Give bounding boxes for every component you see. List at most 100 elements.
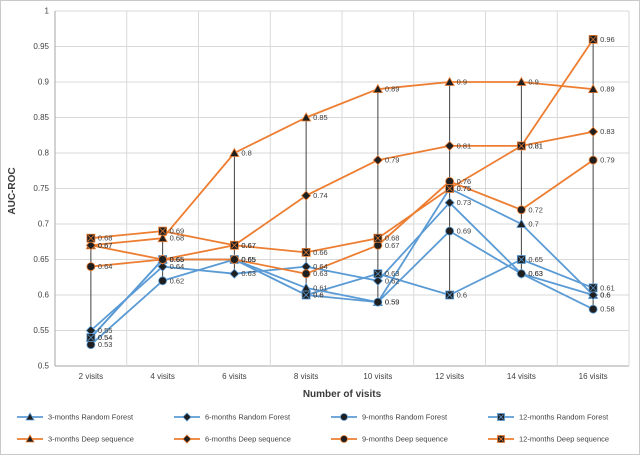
legend-item-9-months-deep-sequence: 9-months Deep sequence bbox=[331, 435, 448, 444]
data-label: 0.6 bbox=[313, 291, 323, 300]
triangle-marker bbox=[587, 83, 599, 93]
data-label: 0.65 bbox=[241, 255, 256, 264]
data-label: 0.67 bbox=[98, 241, 113, 250]
data-label: 0.65 bbox=[170, 255, 185, 264]
data-label: 0.75 bbox=[457, 184, 472, 193]
data-label: 0.66 bbox=[313, 248, 328, 257]
legend-label: 3-months Random Forest bbox=[48, 413, 134, 422]
y-tick-label: 0.9 bbox=[38, 78, 50, 87]
y-axis-title: AUC-ROC bbox=[7, 167, 18, 214]
series-6-months-deep-sequence bbox=[90, 130, 594, 261]
legend-label: 6-months Random Forest bbox=[205, 413, 291, 422]
data-label: 0.89 bbox=[600, 85, 615, 94]
diamond-marker bbox=[372, 275, 383, 286]
circle-marker bbox=[445, 226, 455, 236]
circle-marker bbox=[340, 413, 348, 421]
data-label: 0.65 bbox=[241, 255, 256, 264]
x-tick-label: 16 visits bbox=[579, 372, 608, 381]
triangle-marker bbox=[229, 147, 240, 157]
data-label: 0.64 bbox=[98, 262, 113, 271]
data-label: 0.7 bbox=[528, 220, 538, 229]
data-label: 0.53 bbox=[98, 340, 113, 349]
data-label: 0.89 bbox=[385, 85, 400, 94]
diamond-marker bbox=[85, 240, 96, 251]
series-9-months-deep-sequence bbox=[90, 159, 594, 275]
series-6-months-random-forest bbox=[90, 201, 594, 332]
diamond-marker bbox=[588, 126, 599, 137]
data-label: 0.96 bbox=[600, 35, 615, 44]
diamond-marker bbox=[444, 140, 455, 151]
data-label: 0.67 bbox=[241, 241, 256, 250]
circle-marker bbox=[516, 269, 526, 279]
data-label: 0.63 bbox=[241, 269, 256, 278]
triangle-marker bbox=[25, 412, 35, 421]
circle-marker bbox=[516, 205, 526, 215]
x-tick-label: 8 visits bbox=[294, 372, 318, 381]
legend-item-6-months-deep-sequence: 6-months Deep sequence bbox=[174, 434, 291, 444]
x-tick-label: 10 visits bbox=[363, 372, 392, 381]
data-label: 0.79 bbox=[385, 156, 400, 165]
series-9-months-random-forest bbox=[90, 230, 594, 346]
legend-label: 6-months Deep sequence bbox=[205, 435, 291, 444]
data-label: 0.68 bbox=[385, 234, 400, 243]
y-tick-label: 1 bbox=[45, 7, 50, 16]
circle-marker bbox=[301, 269, 311, 279]
data-label: 0.54 bbox=[98, 333, 113, 342]
legend: 3-months Random Forest 6-months Random Fo… bbox=[17, 412, 609, 444]
data-label: 0.83 bbox=[600, 127, 615, 136]
y-tick-label: 0.95 bbox=[33, 42, 49, 51]
markers-12-months-deep-sequence bbox=[86, 35, 598, 257]
triangle-marker bbox=[300, 112, 312, 122]
legend-label: 9-months Random Forest bbox=[362, 413, 448, 422]
data-label: 0.9 bbox=[457, 78, 467, 87]
legend-item-12-months-deep-sequence: 12-months Deep sequence bbox=[488, 435, 609, 444]
circle-marker bbox=[340, 435, 348, 443]
data-label: 0.63 bbox=[385, 269, 400, 278]
circle-marker bbox=[229, 255, 239, 264]
legend-label: 9-months Deep sequence bbox=[362, 435, 448, 444]
legend-item-9-months-random-forest: 9-months Random Forest bbox=[331, 413, 448, 422]
data-label: 0.81 bbox=[528, 141, 543, 150]
data-label: 0.81 bbox=[528, 141, 543, 150]
data-label: 0.62 bbox=[385, 276, 400, 285]
data-label: 0.81 bbox=[457, 141, 472, 150]
triangle-marker bbox=[372, 83, 384, 93]
diamond-marker bbox=[229, 268, 240, 279]
diamond-marker bbox=[182, 434, 192, 444]
data-label: 0.6 bbox=[313, 291, 323, 300]
plot-area: 1 0.95 0.9 0.85 0.8 0.75 0.7 0.65 0.6 0.55 0.5 2 vi… bbox=[33, 7, 630, 382]
data-label: 0.67 bbox=[98, 241, 113, 250]
circle-marker bbox=[588, 304, 598, 314]
data-label: 0.55 bbox=[98, 326, 113, 335]
diamond-marker bbox=[157, 261, 168, 272]
x-axis-title: Number of visits bbox=[303, 389, 382, 400]
data-label: 0.61 bbox=[600, 283, 615, 292]
data-label: 0.9 bbox=[528, 78, 538, 87]
data-label: 0.69 bbox=[457, 227, 472, 236]
series-12-months-deep-sequence bbox=[90, 38, 594, 254]
y-tick-label: 0.75 bbox=[33, 184, 49, 193]
circle-marker bbox=[588, 155, 598, 165]
gridlines bbox=[54, 10, 630, 367]
axis-tick-labels: 1 0.95 0.9 0.85 0.8 0.75 0.7 0.65 0.6 0.55 0.5 2 vi… bbox=[33, 7, 607, 382]
circle-marker bbox=[373, 297, 383, 307]
x-tick-label: 6 visits bbox=[222, 372, 246, 381]
data-label: 0.85 bbox=[313, 113, 328, 122]
data-label: 0.64 bbox=[170, 262, 185, 271]
x-tick-label: 14 visits bbox=[507, 372, 536, 381]
markers-9-months-deep-sequence bbox=[86, 155, 598, 279]
data-label: 0.69 bbox=[170, 227, 185, 236]
data-label: 0.63 bbox=[528, 269, 543, 278]
data-label: 0.74 bbox=[313, 191, 328, 200]
legend-item-6-months-random-forest: 6-months Random Forest bbox=[174, 412, 291, 422]
legend-label: 12-months Random Forest bbox=[519, 413, 609, 422]
y-tick-label: 0.5 bbox=[38, 362, 50, 371]
data-label: 0.8 bbox=[241, 149, 251, 158]
x-tick-label: 2 visits bbox=[79, 372, 103, 381]
data-label: 0.79 bbox=[600, 156, 615, 165]
series-3-months-deep-sequence bbox=[90, 81, 594, 247]
y-tick-label: 0.8 bbox=[38, 149, 50, 158]
legend-item-3-months-random-forest: 3-months Random Forest bbox=[17, 412, 134, 422]
data-label: 0.6 bbox=[600, 291, 610, 300]
